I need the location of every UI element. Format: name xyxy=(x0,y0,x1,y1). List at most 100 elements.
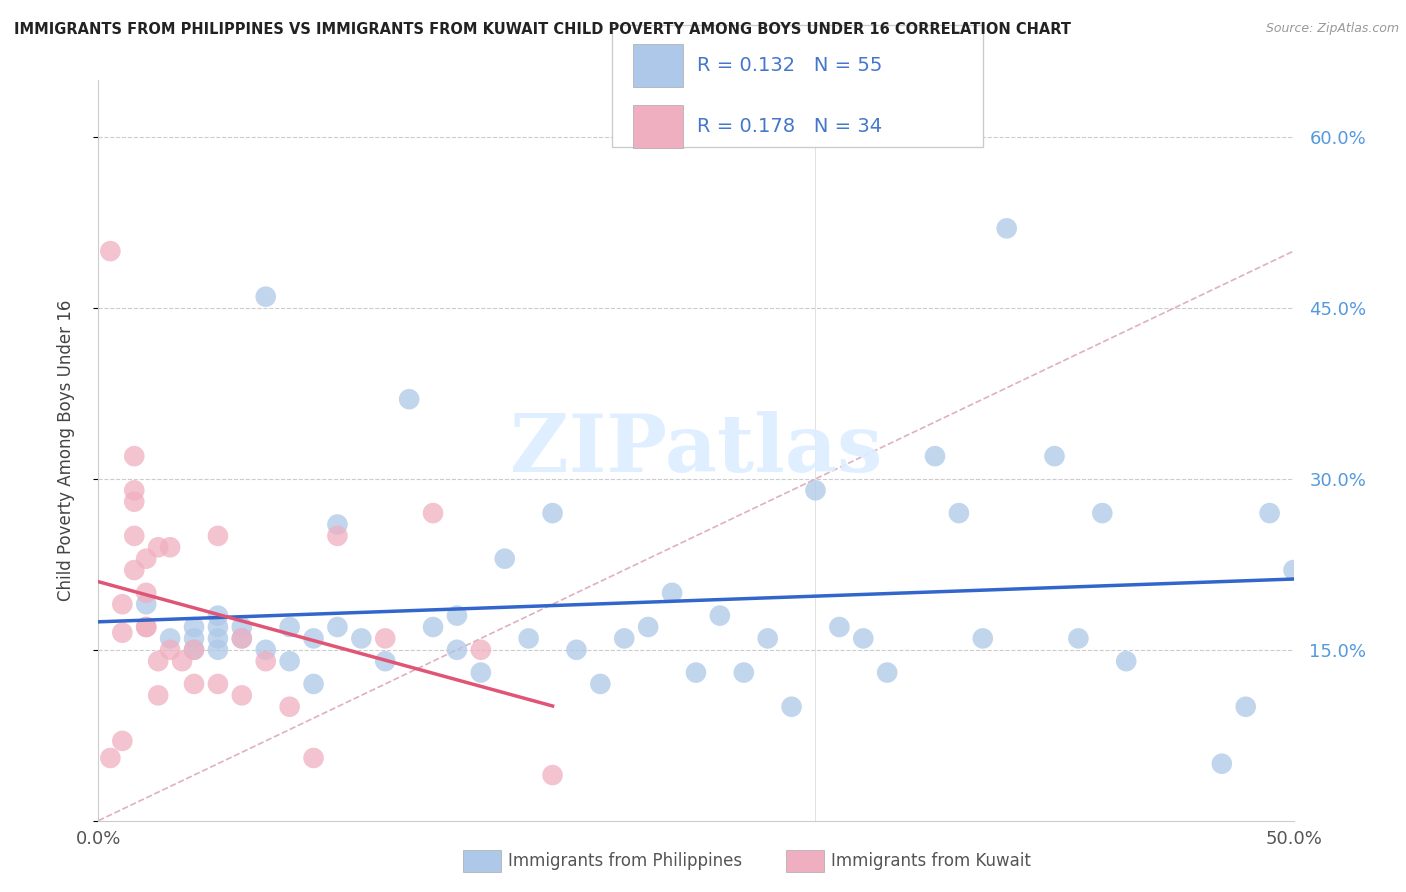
Point xyxy=(541,506,564,520)
Point xyxy=(135,620,157,634)
Point xyxy=(446,608,468,623)
Point xyxy=(124,494,146,508)
Point xyxy=(183,620,205,634)
Point xyxy=(1043,449,1066,463)
Point xyxy=(374,654,396,668)
Point xyxy=(948,506,970,520)
Point xyxy=(98,244,122,259)
Point xyxy=(1234,699,1257,714)
Point xyxy=(1067,632,1090,646)
Point xyxy=(231,632,253,646)
Point xyxy=(231,632,253,646)
FancyBboxPatch shape xyxy=(463,850,501,872)
Point xyxy=(446,642,468,657)
Point xyxy=(326,517,349,532)
Point xyxy=(661,586,683,600)
Point xyxy=(135,551,157,566)
Point xyxy=(254,654,277,668)
Point xyxy=(613,632,636,646)
Point xyxy=(422,506,444,520)
Point xyxy=(398,392,420,407)
Point xyxy=(804,483,827,498)
Point xyxy=(326,529,349,543)
Point xyxy=(470,642,492,657)
Point xyxy=(828,620,851,634)
Point xyxy=(172,654,194,668)
Point xyxy=(207,608,229,623)
FancyBboxPatch shape xyxy=(633,44,683,87)
Point xyxy=(995,221,1018,235)
FancyBboxPatch shape xyxy=(786,850,824,872)
Point xyxy=(326,620,349,634)
Point xyxy=(148,689,170,703)
Text: Immigrants from Kuwait: Immigrants from Kuwait xyxy=(831,853,1031,871)
Point xyxy=(111,734,134,748)
Point xyxy=(780,699,803,714)
Point xyxy=(159,541,181,555)
Point xyxy=(254,290,277,304)
Point xyxy=(541,768,564,782)
Text: IMMIGRANTS FROM PHILIPPINES VS IMMIGRANTS FROM KUWAIT CHILD POVERTY AMONG BOYS U: IMMIGRANTS FROM PHILIPPINES VS IMMIGRANT… xyxy=(14,22,1071,37)
Point xyxy=(124,563,146,577)
Point xyxy=(111,625,134,640)
FancyBboxPatch shape xyxy=(613,25,983,147)
Point xyxy=(1091,506,1114,520)
Point xyxy=(517,632,540,646)
Point xyxy=(111,597,134,611)
Point xyxy=(159,632,181,646)
Point xyxy=(852,632,875,646)
Point xyxy=(207,529,229,543)
Point xyxy=(1258,506,1281,520)
Point xyxy=(231,620,253,634)
Point xyxy=(207,677,229,691)
Point xyxy=(756,632,779,646)
Point xyxy=(924,449,946,463)
Point xyxy=(148,541,170,555)
Point xyxy=(183,642,205,657)
Point xyxy=(494,551,516,566)
Point xyxy=(709,608,731,623)
FancyBboxPatch shape xyxy=(633,104,683,148)
Point xyxy=(422,620,444,634)
Text: R = 0.178   N = 34: R = 0.178 N = 34 xyxy=(697,117,883,136)
Point xyxy=(685,665,707,680)
Point xyxy=(1115,654,1137,668)
Point xyxy=(302,677,325,691)
Point xyxy=(183,642,205,657)
Point xyxy=(565,642,588,657)
Point xyxy=(302,751,325,765)
Point xyxy=(124,449,146,463)
Text: ZIPatlas: ZIPatlas xyxy=(510,411,882,490)
Point xyxy=(278,699,301,714)
Point xyxy=(148,654,170,668)
Point xyxy=(135,620,157,634)
Point xyxy=(183,632,205,646)
Point xyxy=(350,632,373,646)
Point xyxy=(159,642,181,657)
Text: Immigrants from Philippines: Immigrants from Philippines xyxy=(509,853,742,871)
Point xyxy=(972,632,994,646)
Point xyxy=(124,483,146,498)
Point xyxy=(589,677,612,691)
Point xyxy=(470,665,492,680)
Point xyxy=(302,632,325,646)
Text: R = 0.132   N = 55: R = 0.132 N = 55 xyxy=(697,56,883,75)
Point xyxy=(183,677,205,691)
Point xyxy=(278,620,301,634)
Point xyxy=(374,632,396,646)
Point xyxy=(733,665,755,680)
Point xyxy=(98,751,122,765)
Point xyxy=(124,529,146,543)
Point xyxy=(637,620,659,634)
Text: Source: ZipAtlas.com: Source: ZipAtlas.com xyxy=(1265,22,1399,36)
Point xyxy=(231,689,253,703)
Point xyxy=(207,620,229,634)
Point xyxy=(876,665,898,680)
Point xyxy=(135,586,157,600)
Point xyxy=(254,642,277,657)
Point xyxy=(135,597,157,611)
Y-axis label: Child Poverty Among Boys Under 16: Child Poverty Among Boys Under 16 xyxy=(56,300,75,601)
Point xyxy=(207,632,229,646)
Point xyxy=(1211,756,1233,771)
Point xyxy=(207,642,229,657)
